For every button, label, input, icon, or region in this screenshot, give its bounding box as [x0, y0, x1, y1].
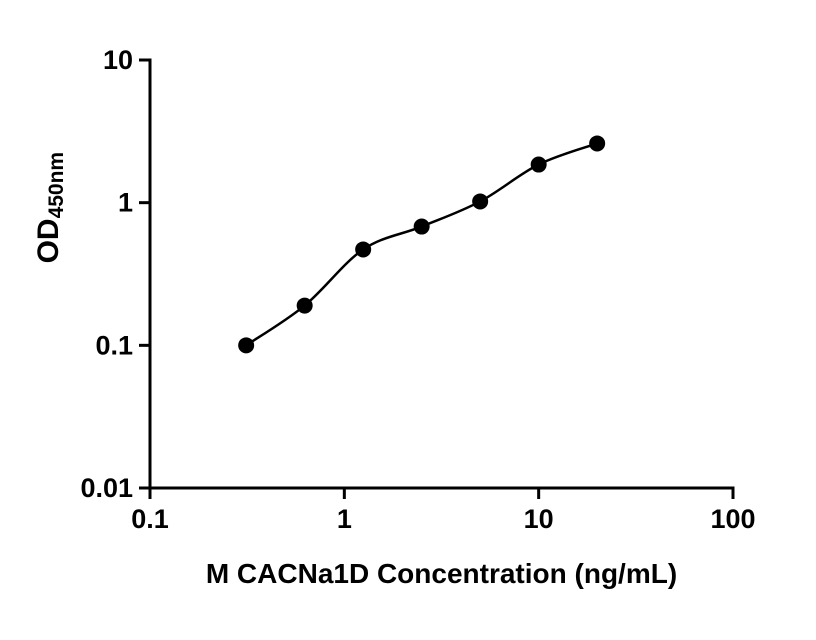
fitted-curve: [245, 142, 598, 347]
x-tick-label: 100: [710, 504, 755, 534]
y-tick-label: 1: [118, 188, 133, 218]
y-axis-label: OD450nm: [32, 152, 68, 264]
data-point: [530, 156, 547, 173]
data-point: [472, 193, 489, 210]
x-tick-label: 0.1: [131, 504, 169, 534]
y-tick-label: 10: [103, 45, 133, 75]
data-point: [296, 297, 313, 314]
axis-lines: [148, 58, 735, 490]
y-tick-label: 0.01: [80, 473, 133, 503]
data-point: [589, 135, 606, 152]
x-tick-label: 10: [524, 504, 554, 534]
y-tick-label: 0.1: [95, 330, 133, 360]
data-point: [355, 241, 372, 258]
data-point: [238, 337, 255, 354]
data-point: [413, 218, 430, 235]
x-axis-label: M CACNa1D Concentration (ng/mL): [206, 558, 677, 589]
x-tick-label: 1: [337, 504, 352, 534]
